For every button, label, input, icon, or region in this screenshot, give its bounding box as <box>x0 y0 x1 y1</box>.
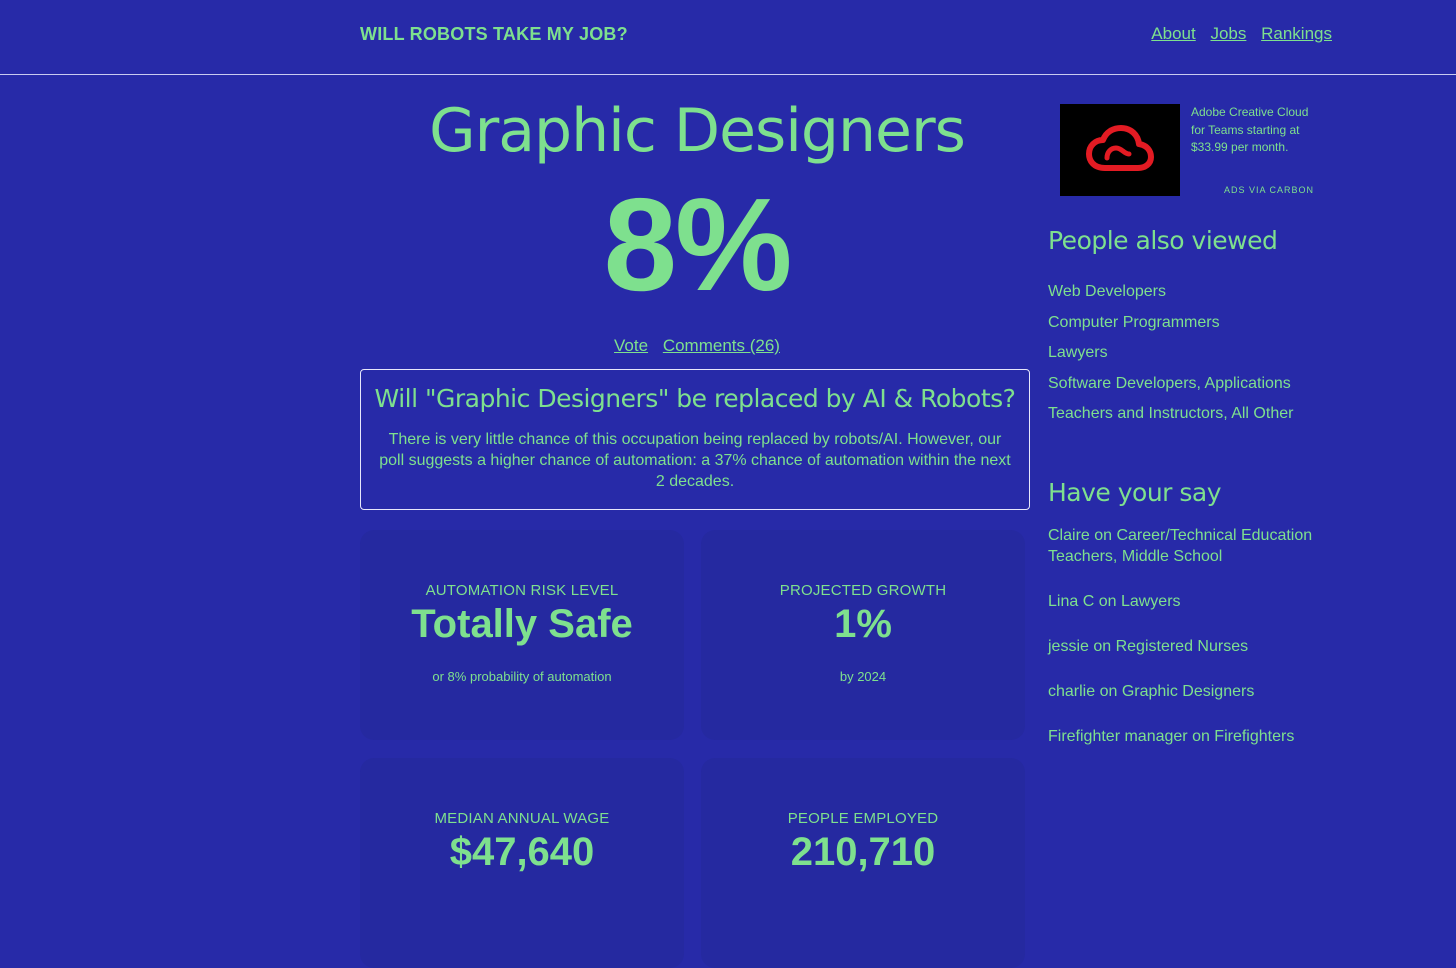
page-title: Graphic Designers <box>429 96 966 166</box>
stat-card-risk: AUTOMATION RISK LEVEL Totally Safe or 8%… <box>360 530 684 740</box>
comment-link[interactable]: Claire on Career/Technical Education Tea… <box>1048 527 1313 565</box>
stat-label: PEOPLE EMPLOYED <box>787 810 939 827</box>
also-viewed-heading: People also viewed <box>1048 226 1278 255</box>
people-also-viewed: People also viewed Web Developers Comput… <box>1048 226 1293 430</box>
nav-about[interactable]: About <box>1151 24 1196 43</box>
site-logo-link[interactable]: WILL ROBOTS TAKE MY JOB? <box>360 24 628 44</box>
also-viewed-item[interactable]: Teachers and Instructors, All Other <box>1048 405 1294 422</box>
stat-label: MEDIAN ANNUAL WAGE <box>434 810 610 827</box>
ad-via-label[interactable]: ADS VIA CARBON <box>1224 185 1315 195</box>
nav-rankings[interactable]: Rankings <box>1261 24 1332 43</box>
also-viewed-item[interactable]: Lawyers <box>1048 344 1108 361</box>
automation-percent: 8% <box>603 171 793 318</box>
stat-card-wage: MEDIAN ANNUAL WAGE $47,640 <box>360 758 684 968</box>
job-actions: Vote Comments (26) <box>360 336 1034 356</box>
stat-value: Totally Safe <box>411 602 633 646</box>
also-viewed-item[interactable]: Web Developers <box>1048 283 1166 300</box>
comment-link[interactable]: Firefighter manager on Firefighters <box>1048 728 1295 745</box>
stat-label: AUTOMATION RISK LEVEL <box>425 582 619 599</box>
adobe-creative-cloud-icon <box>1086 125 1154 171</box>
also-viewed-item[interactable]: Computer Programmers <box>1048 313 1220 331</box>
comments-link[interactable]: Comments (26) <box>662 336 780 355</box>
stat-value: 1% <box>834 602 892 646</box>
carbon-ad[interactable]: Adobe Creative Cloud for Teams starting … <box>1060 104 1320 204</box>
stat-sub: or 8% probability of automation <box>432 669 612 684</box>
nav-jobs[interactable]: Jobs <box>1210 24 1247 43</box>
also-viewed-item[interactable]: Software Developers, Applications <box>1048 374 1291 392</box>
site-header: WILL ROBOTS TAKE MY JOB? About Jobs Rank… <box>0 0 1456 75</box>
summary-body: There is very little chance of this occu… <box>379 431 1011 490</box>
vote-link[interactable]: Vote <box>614 336 649 355</box>
stat-sub: by 2024 <box>839 669 887 684</box>
comment-link[interactable]: jessie on Registered Nurses <box>1048 638 1249 655</box>
comment-link[interactable]: charlie on Graphic Designers <box>1048 683 1255 700</box>
have-your-say: Have your say Claire on Career/Technical… <box>1048 478 1348 771</box>
comment-link[interactable]: Lina C on Lawyers <box>1048 593 1181 610</box>
stat-card-growth: PROJECTED GROWTH 1% by 2024 <box>701 530 1025 740</box>
main-content: Graphic Designers 8% Vote Comments (26) … <box>360 74 1034 968</box>
stat-label: PROJECTED GROWTH <box>779 582 947 599</box>
ad-text[interactable]: Adobe Creative Cloud for Teams starting … <box>1191 105 1309 154</box>
have-your-say-heading: Have your say <box>1048 478 1222 507</box>
summary-heading: Will "Graphic Designers" be replaced by … <box>374 384 1016 413</box>
stat-value: 210,710 <box>790 830 936 874</box>
top-nav: About Jobs Rankings <box>1141 24 1332 44</box>
summary-box: Will "Graphic Designers" be replaced by … <box>360 369 1030 510</box>
stat-card-employed: PEOPLE EMPLOYED 210,710 <box>701 758 1025 968</box>
ad-image[interactable] <box>1060 104 1180 196</box>
stat-value: $47,640 <box>449 830 595 874</box>
